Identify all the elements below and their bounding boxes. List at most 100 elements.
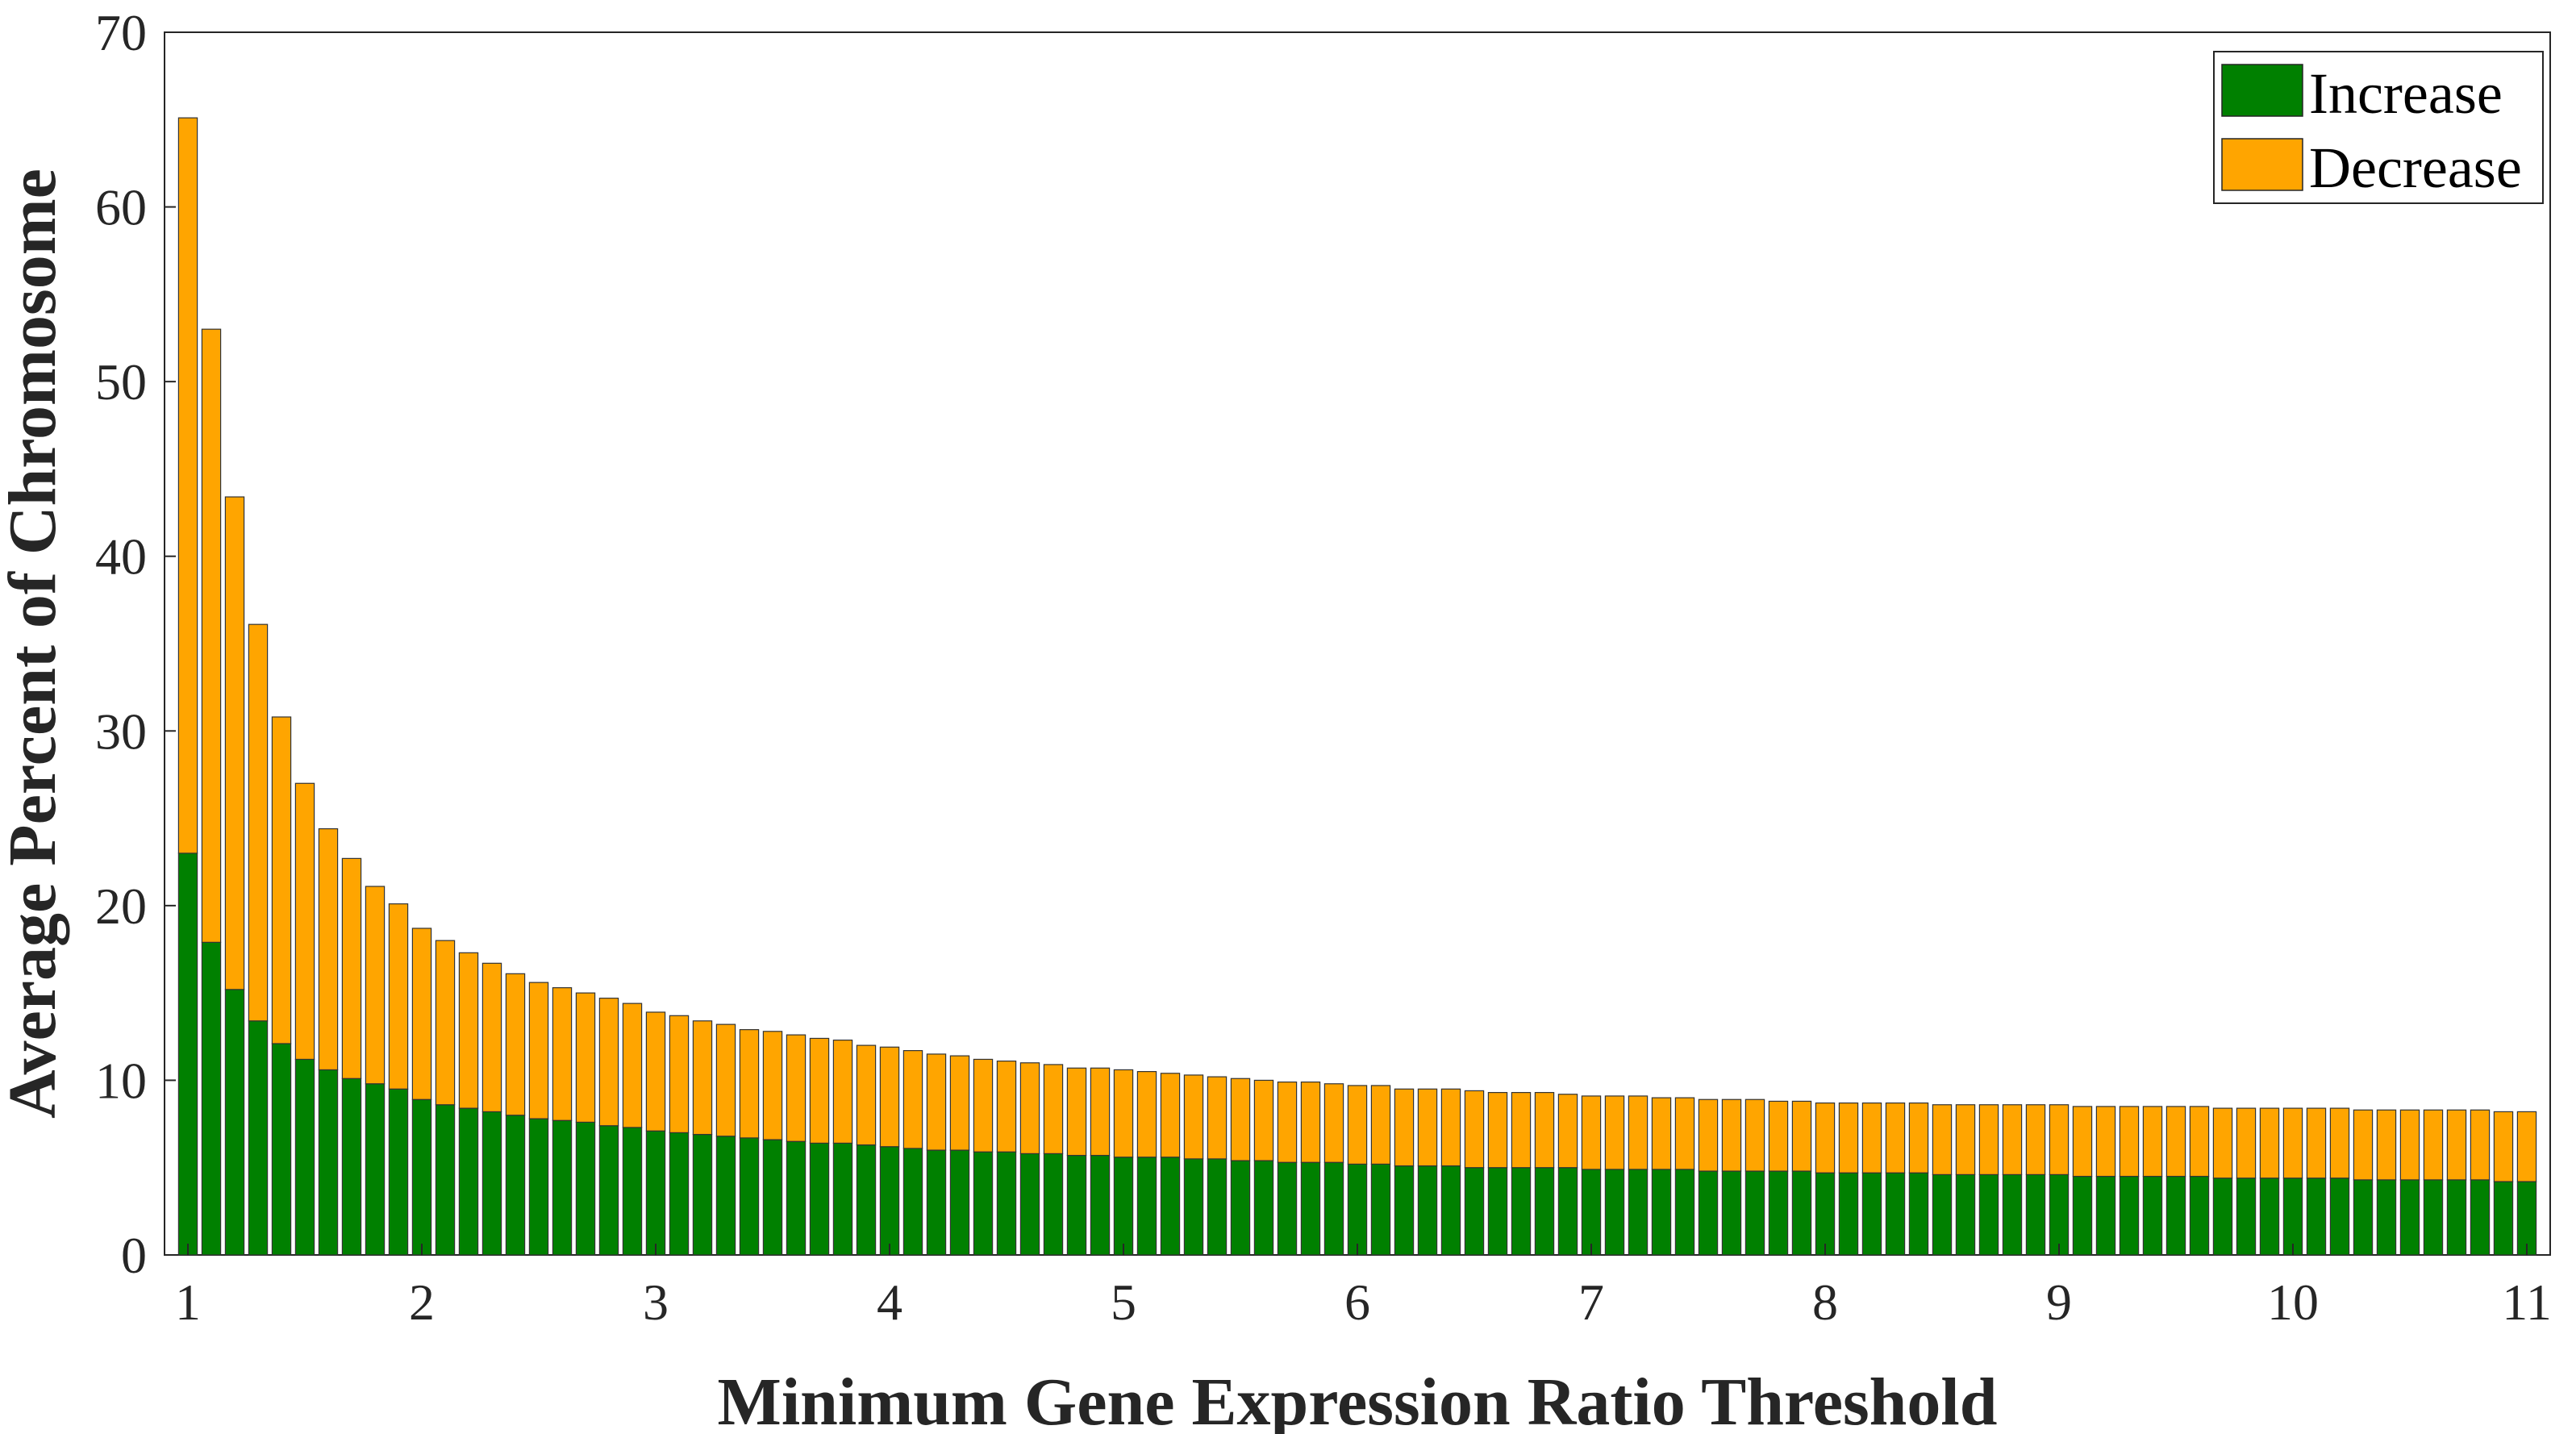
bar-decrease-4	[271, 716, 292, 1044]
legend-swatch-increase	[2221, 64, 2303, 117]
bar-increase-16	[552, 1119, 573, 1256]
bar-increase-85	[2165, 1175, 2186, 1256]
bar-increase-19	[622, 1127, 643, 1256]
bar-decrease-19	[622, 1003, 643, 1128]
bar-decrease-1	[201, 328, 222, 943]
bar-increase-82	[2095, 1175, 2116, 1256]
bar-increase-78	[2002, 1173, 2023, 1256]
y-tick-label: 30	[95, 702, 147, 760]
bar-decrease-59	[1557, 1094, 1578, 1169]
bar-increase-28	[832, 1142, 853, 1256]
bar-increase-80	[2049, 1173, 2070, 1256]
bar-decrease-77	[1978, 1104, 1999, 1175]
bar-increase-41	[1136, 1157, 1157, 1256]
x-axis-title: Minimum Gene Expression Ratio Threshold	[718, 1365, 1998, 1434]
bar-increase-6	[318, 1069, 339, 1256]
bar-increase-71	[1838, 1172, 1859, 1256]
bar-decrease-7	[341, 857, 362, 1079]
bar-decrease-6	[318, 827, 339, 1071]
bar-decrease-74	[1908, 1102, 1929, 1173]
bar-decrease-63	[1651, 1097, 1672, 1170]
bar-decrease-41	[1136, 1070, 1157, 1158]
bar-decrease-29	[856, 1044, 877, 1146]
bar-decrease-91	[2306, 1107, 2327, 1179]
bar-decrease-14	[505, 973, 526, 1116]
bar-increase-55	[1464, 1167, 1485, 1256]
bar-increase-20	[645, 1130, 666, 1256]
bar-decrease-26	[786, 1034, 807, 1142]
bar-decrease-55	[1464, 1090, 1485, 1169]
bar-increase-93	[2353, 1179, 2374, 1256]
bar-decrease-35	[996, 1061, 1017, 1153]
legend: Increase Decrease	[2213, 51, 2544, 204]
bar-increase-58	[1534, 1167, 1555, 1256]
bar-decrease-37	[1043, 1064, 1064, 1154]
bar-increase-90	[2282, 1178, 2303, 1256]
x-tick-label: 2	[409, 1274, 435, 1331]
bar-decrease-15	[528, 982, 549, 1119]
bar-decrease-28	[832, 1040, 853, 1144]
bar-decrease-17	[575, 992, 596, 1123]
bar-increase-11	[435, 1104, 456, 1256]
bar-increase-4	[271, 1043, 292, 1256]
bar-decrease-48	[1300, 1081, 1321, 1163]
bar-decrease-80	[2049, 1104, 2070, 1175]
bar-increase-40	[1113, 1157, 1134, 1256]
bar-increase-70	[1815, 1172, 1836, 1256]
bar-increase-89	[2259, 1178, 2280, 1256]
bar-increase-34	[973, 1151, 994, 1256]
bar-decrease-51	[1370, 1085, 1391, 1165]
bar-increase-53	[1417, 1165, 1438, 1256]
bar-decrease-75	[1932, 1104, 1953, 1175]
bar-increase-69	[1791, 1170, 1812, 1256]
x-tick-label: 5	[1111, 1274, 1136, 1331]
bar-decrease-43	[1183, 1074, 1204, 1160]
bar-decrease-58	[1534, 1091, 1555, 1169]
bar-increase-96	[2423, 1179, 2444, 1256]
bar-decrease-20	[645, 1011, 666, 1132]
bar-decrease-25	[762, 1031, 783, 1140]
bar-decrease-60	[1581, 1095, 1602, 1170]
bar-increase-5	[294, 1058, 315, 1256]
bar-increase-51	[1370, 1163, 1391, 1256]
bar-decrease-86	[2189, 1106, 2210, 1178]
axes-layer: 1 2 3 4 5 6 7 8 9 10 11 0 10 20 30 40 50 60 70	[95, 4, 2552, 1331]
bar-increase-30	[879, 1146, 900, 1256]
bar-increase-62	[1628, 1169, 1649, 1256]
bar-increase-84	[2142, 1175, 2163, 1256]
bar-decrease-2	[224, 496, 245, 990]
bar-increase-52	[1394, 1165, 1415, 1256]
bar-decrease-22	[692, 1020, 713, 1136]
bar-decrease-57	[1511, 1091, 1532, 1169]
bar-decrease-47	[1277, 1081, 1298, 1163]
y-tick-label: 70	[95, 4, 147, 61]
bar-increase-67	[1744, 1170, 1765, 1256]
bar-increase-92	[2329, 1178, 2350, 1256]
bar-decrease-79	[2025, 1104, 2046, 1175]
bar-increase-36	[1019, 1153, 1040, 1256]
bar-decrease-73	[1885, 1102, 1906, 1173]
bar-decrease-27	[809, 1037, 830, 1144]
bar-decrease-67	[1744, 1098, 1765, 1172]
bar-increase-35	[996, 1151, 1017, 1256]
bar-increase-77	[1978, 1173, 1999, 1256]
bar-increase-94	[2376, 1179, 2397, 1256]
bar-increase-65	[1698, 1170, 1719, 1256]
y-tick-label: 0	[121, 1227, 147, 1284]
legend-label-increase: Increase	[2309, 61, 2503, 126]
bar-decrease-64	[1674, 1097, 1695, 1170]
bar-decrease-12	[458, 952, 479, 1109]
bar-increase-12	[458, 1107, 479, 1256]
bar-increase-9	[388, 1088, 409, 1256]
bar-increase-57	[1511, 1167, 1532, 1256]
x-tick-label: 8	[1812, 1274, 1838, 1331]
bar-increase-43	[1183, 1158, 1204, 1256]
bar-decrease-54	[1440, 1088, 1461, 1167]
bar-increase-26	[786, 1140, 807, 1256]
bar-increase-91	[2306, 1178, 2327, 1256]
bar-decrease-61	[1604, 1095, 1625, 1170]
bar-increase-49	[1323, 1161, 1344, 1256]
bar-decrease-97	[2446, 1109, 2467, 1181]
bar-decrease-89	[2259, 1107, 2280, 1179]
